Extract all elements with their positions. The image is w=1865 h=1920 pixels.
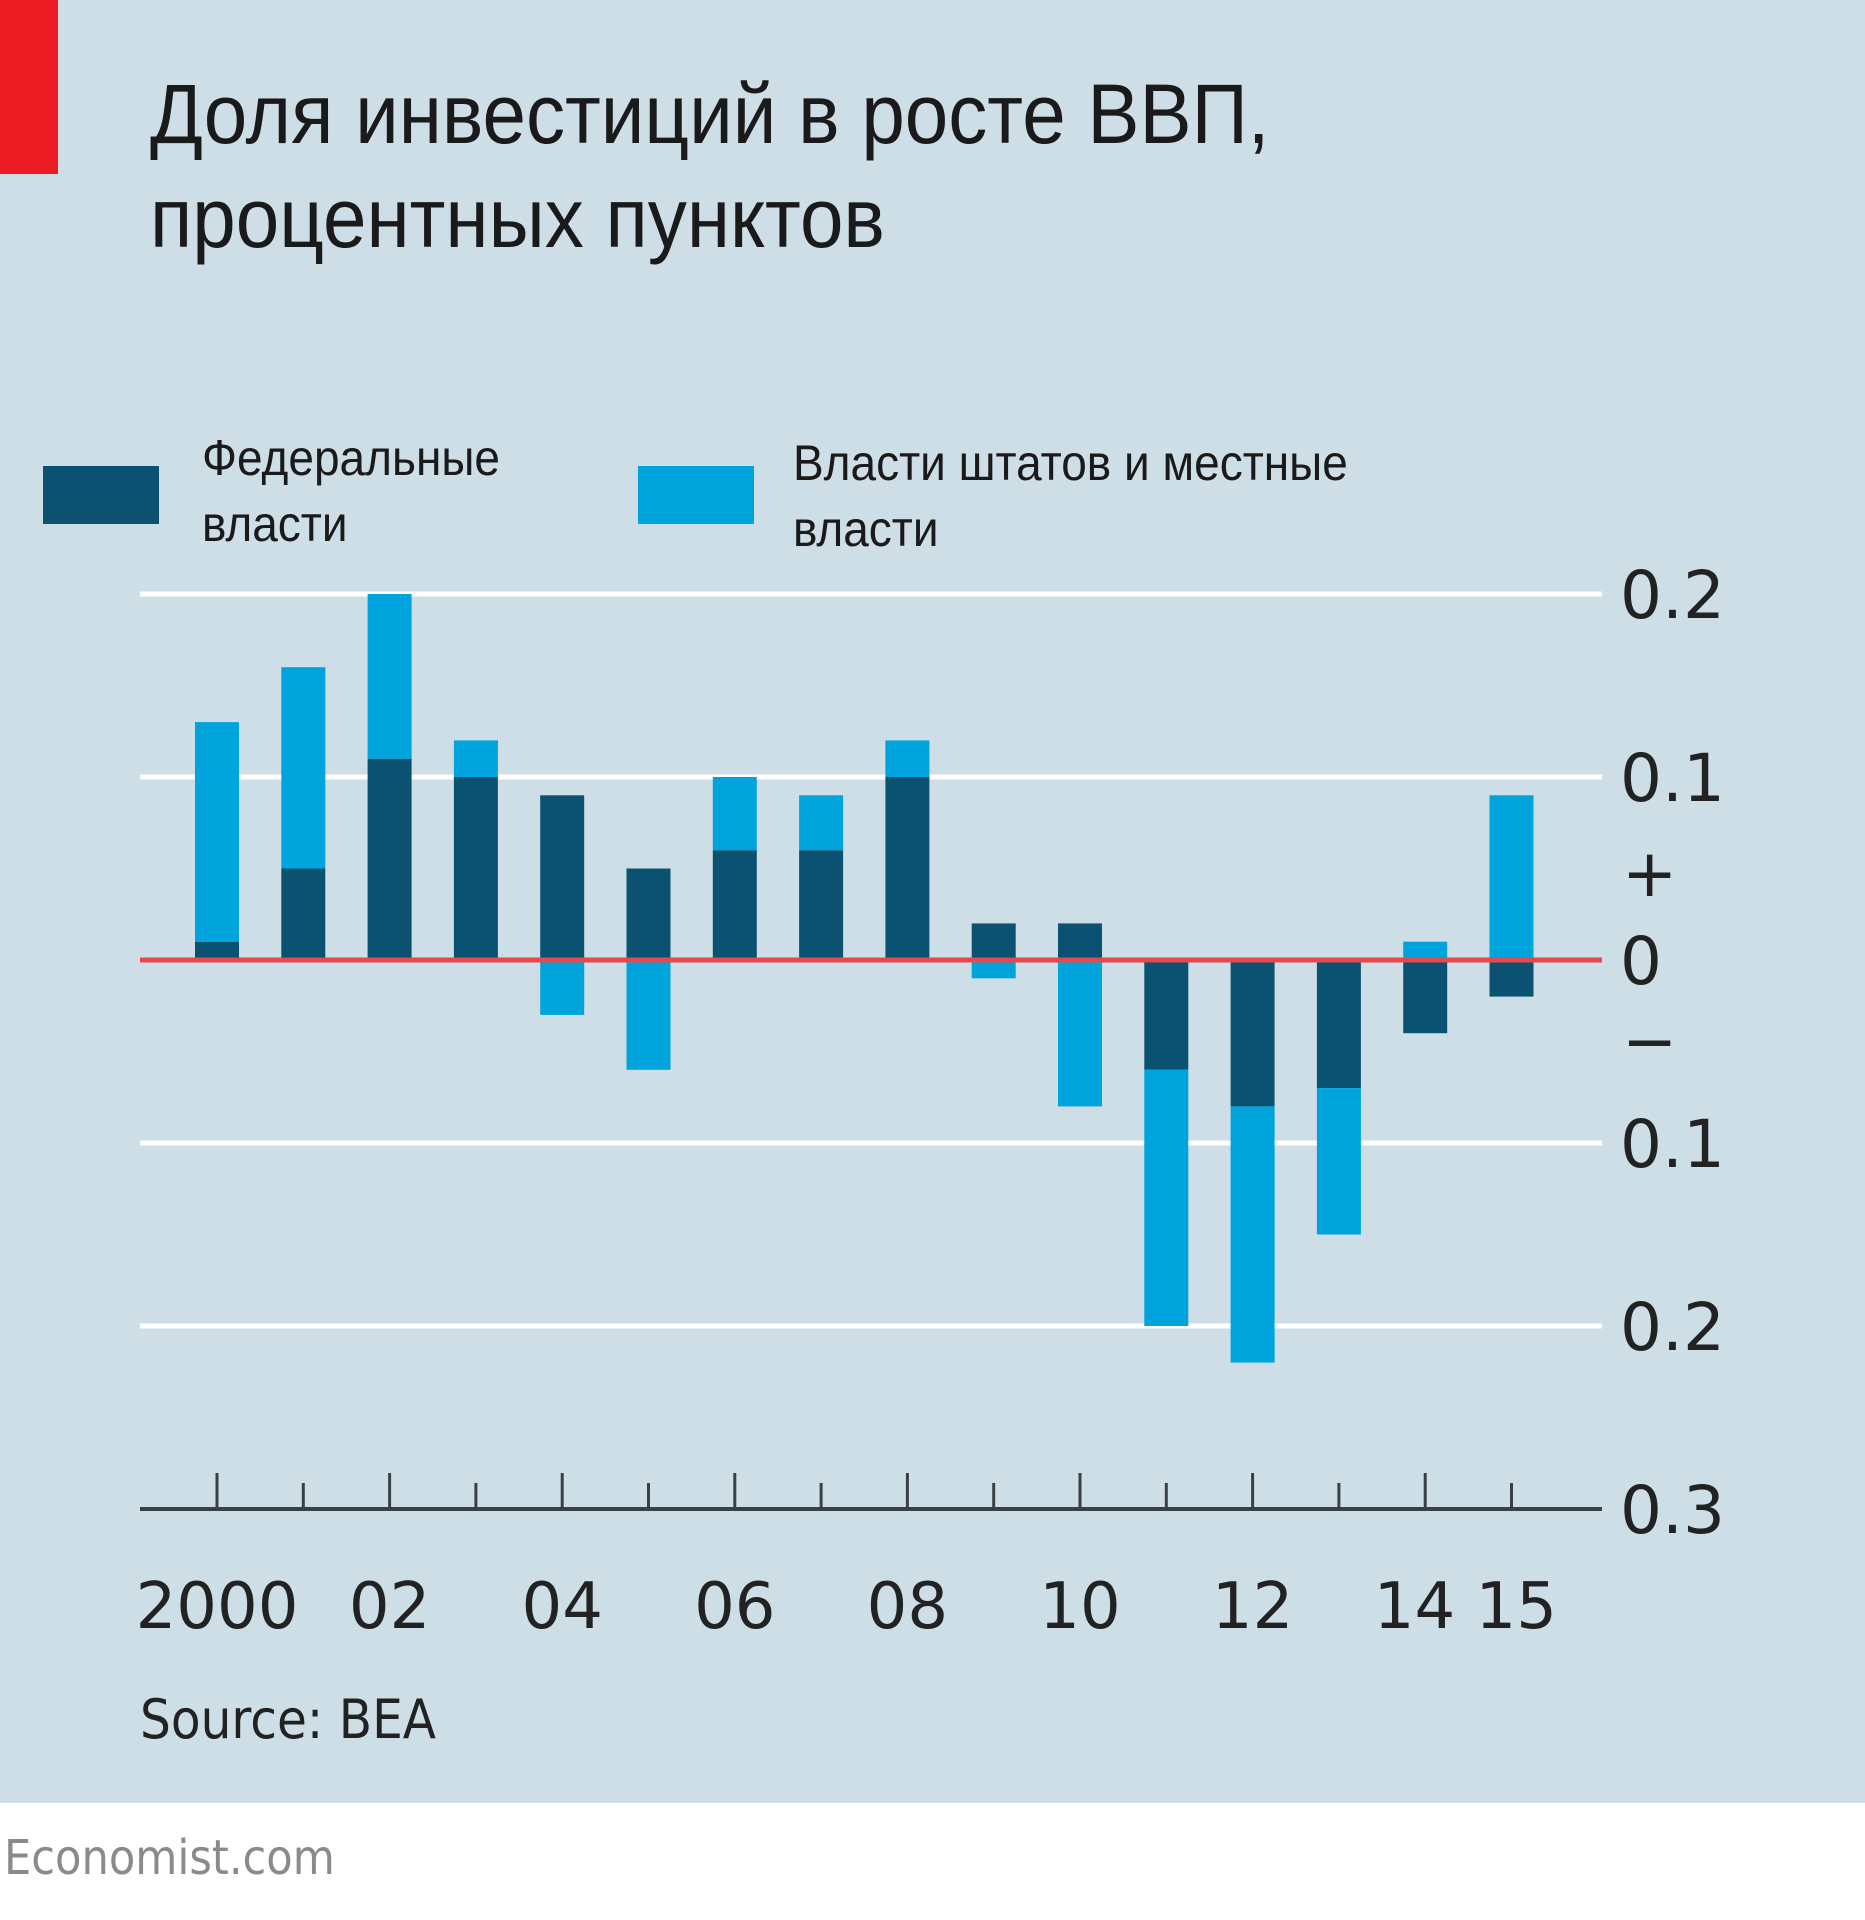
bar-state-local-2005 bbox=[626, 960, 671, 1070]
bar-federal-2008 bbox=[885, 777, 930, 960]
legend-federal-line-1: Федеральные bbox=[202, 430, 500, 486]
bar-federal-2015 bbox=[1489, 960, 1534, 997]
bar-federal-2010 bbox=[1058, 923, 1102, 960]
y-tick-label: 0.1 bbox=[1620, 1106, 1725, 1183]
x-axis-labels: 2000 02 04 06 08 10 12 14 15 bbox=[136, 1570, 1557, 1644]
y-tick-label: 0.3 bbox=[1620, 1472, 1725, 1549]
bar-federal-2000 bbox=[195, 941, 239, 960]
legend-federal-line-2: власти bbox=[202, 496, 348, 552]
bar-federal-2005 bbox=[626, 868, 671, 960]
legend-state-line-1: Власти штатов и местные bbox=[793, 435, 1348, 491]
bar-federal-2006 bbox=[712, 850, 757, 960]
x-tick-label: 02 bbox=[349, 1570, 430, 1644]
x-tick-label: 12 bbox=[1212, 1570, 1293, 1644]
bar-state-local-2014 bbox=[1403, 941, 1448, 960]
x-tick-label: 08 bbox=[867, 1570, 948, 1644]
plus-sign: + bbox=[1622, 835, 1677, 912]
brand-footer: Economist.com bbox=[4, 1830, 335, 1886]
title-line-1: Доля инвестиций в росте ВВП, bbox=[150, 67, 1270, 161]
y-tick-label: 0 bbox=[1620, 923, 1662, 1000]
bar-federal-2002 bbox=[367, 758, 412, 960]
legend-label-federal: Федеральные власти bbox=[202, 425, 500, 557]
bar-federal-2011 bbox=[1144, 960, 1189, 1070]
x-tick-label: 15 bbox=[1476, 1570, 1557, 1644]
x-tick-label: 06 bbox=[694, 1570, 775, 1644]
bar-federal-2009 bbox=[971, 923, 1016, 960]
legend-state-line-2: власти bbox=[793, 501, 939, 557]
legend-label-state-local: Власти штатов и местные власти bbox=[793, 430, 1348, 562]
legend-swatch-state-local bbox=[638, 466, 754, 524]
bar-federal-2003 bbox=[453, 777, 498, 960]
title-line-2: процентных пунктов bbox=[150, 171, 885, 265]
bar-state-local-2015 bbox=[1489, 795, 1534, 960]
bar-federal-2001 bbox=[281, 868, 326, 960]
bar-state-local-2008 bbox=[885, 740, 930, 777]
x-tick-label: 10 bbox=[1039, 1570, 1120, 1644]
y-tick-label: 0.2 bbox=[1620, 1289, 1725, 1366]
bar-state-local-2002 bbox=[367, 594, 412, 759]
x-tick-label: 2000 bbox=[136, 1570, 299, 1644]
y-tick-label: 0.2 bbox=[1620, 557, 1725, 634]
x-tick-label: 14 bbox=[1374, 1570, 1455, 1644]
bar-state-local-2013 bbox=[1316, 1088, 1361, 1235]
bar-state-local-2009 bbox=[971, 960, 1016, 979]
y-tick-label: 0.1 bbox=[1620, 740, 1725, 817]
x-axis bbox=[140, 1473, 1602, 1511]
bar-state-local-2007 bbox=[799, 795, 844, 851]
bar-state-local-2000 bbox=[195, 722, 239, 942]
bar-federal-2012 bbox=[1230, 960, 1275, 1107]
source-note: Source: BEA bbox=[140, 1688, 437, 1751]
bar-federal-2014 bbox=[1403, 960, 1448, 1034]
bar-state-local-2001 bbox=[281, 667, 326, 869]
chart-title: Доля инвестиций в росте ВВП, процентных … bbox=[150, 62, 1269, 270]
bar-state-local-2011 bbox=[1144, 1069, 1189, 1326]
bar-state-local-2003 bbox=[453, 740, 498, 777]
minus-sign: − bbox=[1622, 1003, 1677, 1080]
bar-state-local-2006 bbox=[712, 777, 757, 851]
bar-federal-2007 bbox=[799, 850, 844, 960]
legend-swatch-federal bbox=[43, 466, 159, 524]
bars bbox=[195, 594, 1534, 1363]
bar-state-local-2004 bbox=[540, 960, 585, 1015]
bar-federal-2013 bbox=[1316, 960, 1361, 1089]
bar-chart: 0.2 0.1 0 0.1 0.2 0.3 + − 2000 02 04 06 08 10 12 14 15 bbox=[136, 557, 1725, 1644]
bar-state-local-2010 bbox=[1058, 960, 1102, 1107]
x-tick-label: 04 bbox=[521, 1570, 602, 1644]
y-axis-labels: 0.2 0.1 0 0.1 0.2 0.3 + − bbox=[1620, 557, 1725, 1549]
bar-federal-2004 bbox=[540, 795, 585, 960]
bar-state-local-2012 bbox=[1230, 1106, 1275, 1363]
brand-accent-block bbox=[0, 0, 58, 174]
